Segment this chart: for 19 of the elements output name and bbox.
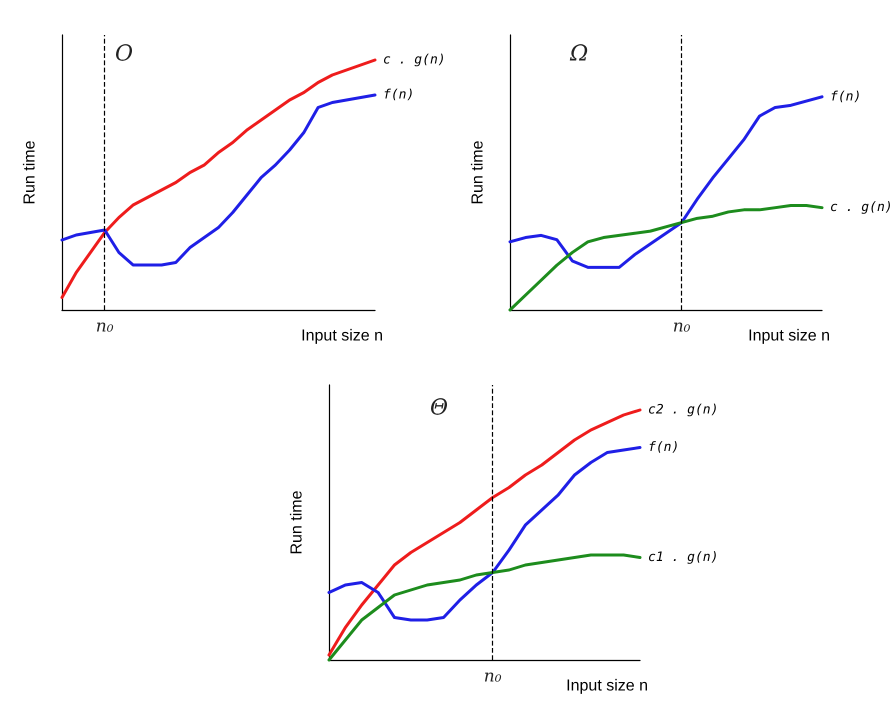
text: n₀	[96, 316, 114, 336]
series-label: f(n)	[830, 89, 862, 104]
chart-title: O	[115, 42, 134, 66]
y-axis-title: Run time	[22, 140, 38, 205]
series-label: c . g(n)	[383, 52, 446, 68]
x-axis-title: Input size n	[301, 328, 383, 344]
y-axis-title: Run time	[470, 140, 486, 205]
series-label: f(n)	[648, 440, 680, 455]
text: n₀	[484, 666, 502, 686]
text: n₀	[672, 316, 691, 336]
chart-title: Θ	[430, 396, 448, 420]
x-axis-title: Input size n	[566, 678, 648, 694]
y-axis-title: Run time	[288, 490, 306, 555]
series-label: f(n)	[383, 88, 414, 102]
series-label: c1 . g(n)	[648, 550, 718, 565]
series-label: c . g(n)	[830, 200, 893, 216]
series-label: c2 . g(n)	[648, 402, 718, 418]
chart-title: Ω	[569, 42, 588, 66]
x-axis-title: Input size n	[748, 328, 830, 344]
